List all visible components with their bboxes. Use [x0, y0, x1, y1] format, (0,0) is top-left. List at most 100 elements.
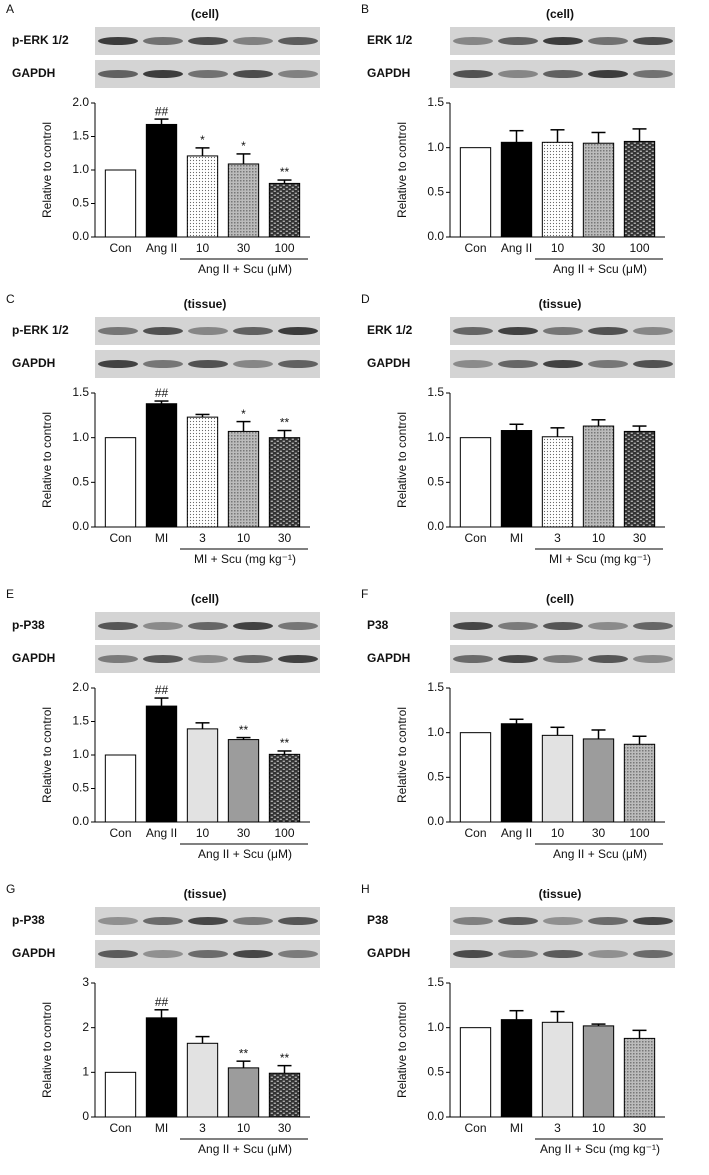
bar [104, 169, 137, 238]
bar [541, 1021, 574, 1118]
y-tick-label: 0.5 [427, 475, 444, 489]
bar [268, 753, 301, 823]
x-tick-label: 3 [199, 531, 206, 545]
blot-band [188, 327, 228, 335]
bar [623, 743, 656, 823]
y-tick-label: 1.5 [72, 129, 89, 143]
bar [541, 436, 574, 528]
blot-band [543, 327, 583, 335]
blot-label: P38 [367, 913, 389, 927]
blot-band [543, 360, 583, 368]
bar [227, 163, 260, 238]
blot-band [543, 950, 583, 958]
y-tick-label: 0.5 [427, 185, 444, 199]
bar [582, 738, 615, 823]
bar [500, 430, 533, 528]
bar [145, 403, 178, 528]
y-tick-label: 1.5 [427, 95, 444, 109]
significance: ## [155, 386, 169, 400]
x-tick-label: Con [464, 1121, 486, 1135]
y-tick-label: 1.0 [72, 747, 89, 761]
x-tick-label: MI [510, 531, 523, 545]
blot-label: P38 [367, 618, 389, 632]
blot-band [453, 622, 493, 630]
bar [459, 732, 492, 823]
x-tick-label: 100 [274, 241, 294, 255]
x-tick-label: 10 [196, 241, 210, 255]
group-label: MI + Scu (mg kg⁻¹) [194, 552, 296, 566]
blot-band [543, 70, 583, 78]
y-tick-label: 0.5 [72, 475, 89, 489]
y-tick-label: 0.5 [72, 196, 89, 210]
y-tick-label: 1 [82, 1065, 89, 1079]
blot-label: GAPDH [367, 356, 410, 370]
x-tick-label: MI [155, 531, 168, 545]
x-tick-label: 10 [237, 531, 251, 545]
blot-band [188, 360, 228, 368]
y-tick-label: 1.5 [427, 680, 444, 694]
y-axis-label: Relative to control [40, 412, 54, 508]
blot-band [453, 360, 493, 368]
blot-label: p-ERK 1/2 [12, 33, 69, 47]
x-tick-label: 30 [633, 1121, 647, 1135]
blot-band [588, 37, 628, 45]
x-tick-label: Con [464, 531, 486, 545]
panel-letter: B [361, 2, 369, 16]
blot-band [143, 327, 183, 335]
y-tick-label: 0.0 [427, 814, 444, 828]
bar [227, 430, 260, 528]
panel-letter: A [6, 2, 14, 16]
x-tick-label: Ang II [501, 826, 532, 840]
blot-band [188, 950, 228, 958]
blot-band [588, 70, 628, 78]
bar [541, 141, 574, 238]
blot-band [98, 37, 138, 45]
significance: ## [155, 683, 169, 697]
blot-band [633, 655, 673, 663]
blot-band [588, 950, 628, 958]
x-tick-label: 10 [196, 826, 210, 840]
blot-label: GAPDH [12, 356, 55, 370]
y-tick-label: 0.0 [427, 519, 444, 533]
x-tick-label: 30 [633, 531, 647, 545]
blot-band [588, 327, 628, 335]
significance: ** [239, 723, 249, 737]
y-tick-label: 1.0 [427, 1020, 444, 1034]
blot-band [633, 70, 673, 78]
blot-band [98, 360, 138, 368]
bar [459, 147, 492, 238]
y-tick-label: 2 [82, 1020, 89, 1034]
y-axis-label: Relative to control [40, 1002, 54, 1098]
blot-band [233, 917, 273, 925]
blot-band [543, 37, 583, 45]
x-tick-label: 3 [199, 1121, 206, 1135]
blot-band [98, 655, 138, 663]
blot-band [633, 327, 673, 335]
y-tick-label: 0.5 [72, 781, 89, 795]
blot-title: (cell) [191, 7, 219, 21]
blot-band [98, 622, 138, 630]
blot-label: GAPDH [367, 946, 410, 960]
blot-title: (tissue) [184, 297, 227, 311]
blot-band [233, 37, 273, 45]
blot-band [233, 622, 273, 630]
blot-band [278, 360, 318, 368]
x-tick-label: 30 [592, 826, 606, 840]
x-tick-label: MI [510, 1121, 523, 1135]
x-tick-label: Con [464, 826, 486, 840]
group-label: Ang II + Scu (μM) [553, 847, 647, 861]
group-label: Ang II + Scu (μM) [198, 847, 292, 861]
x-tick-label: 10 [551, 241, 565, 255]
blot-band [543, 917, 583, 925]
y-tick-label: 1.5 [427, 975, 444, 989]
blot-band [188, 622, 228, 630]
bar [104, 437, 137, 528]
panel-letter: E [6, 587, 14, 601]
blot-band [233, 655, 273, 663]
blot-band [188, 37, 228, 45]
blot-band [588, 360, 628, 368]
blot-label: GAPDH [12, 651, 55, 665]
x-tick-label: 10 [237, 1121, 251, 1135]
blot-band [233, 70, 273, 78]
y-axis-label: Relative to control [395, 707, 409, 803]
